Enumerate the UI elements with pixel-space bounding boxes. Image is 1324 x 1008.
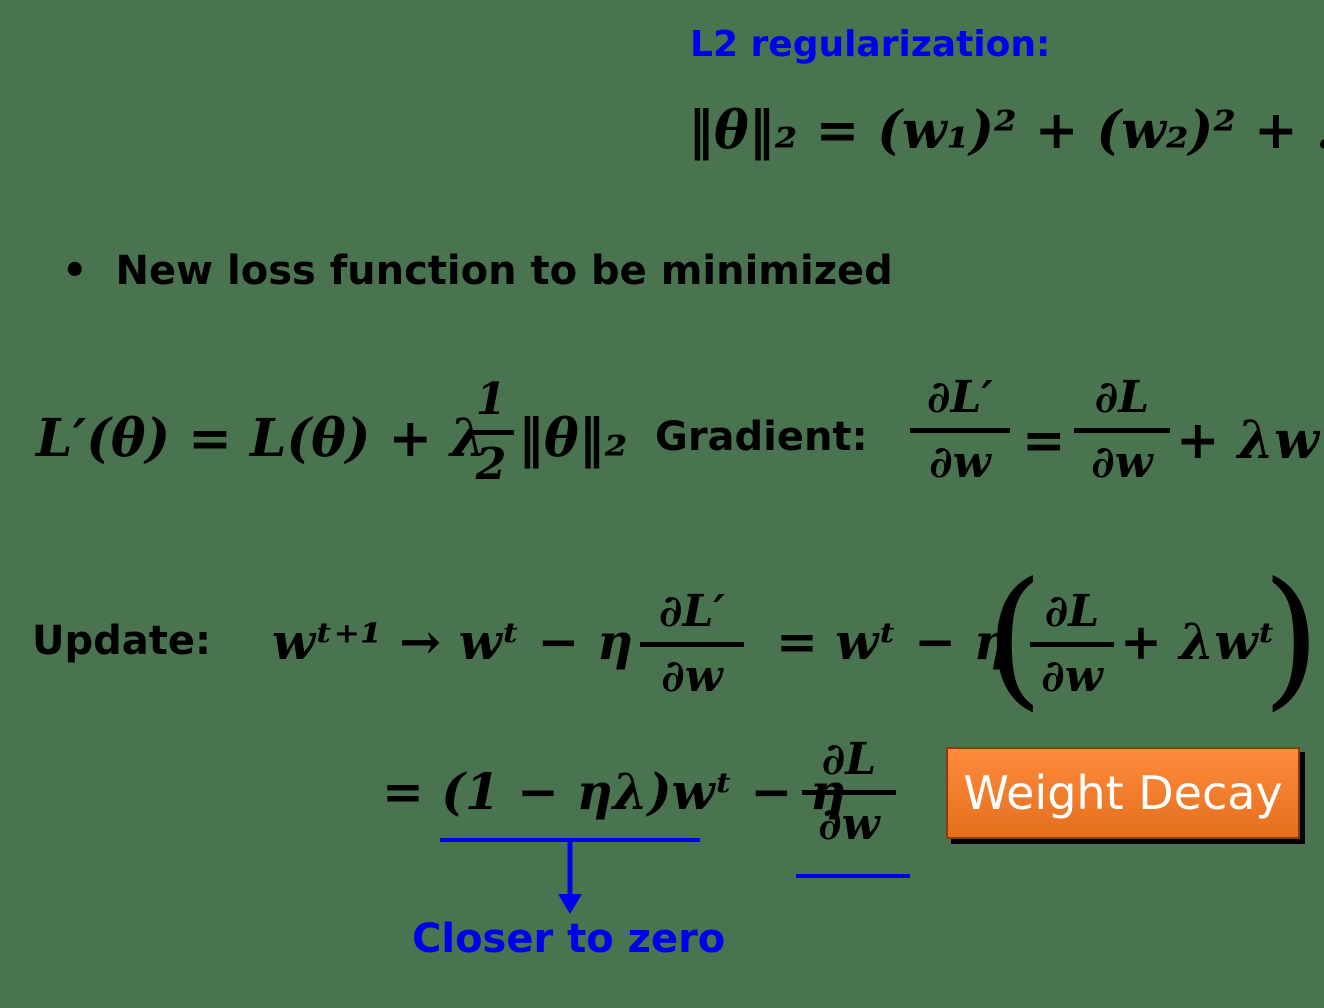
fraction-bar xyxy=(910,428,1010,433)
half-denominator: 2 xyxy=(475,439,507,490)
update-label: Update: xyxy=(32,618,211,664)
new-loss-lhs: L′(θ) = L(θ) + λ xyxy=(36,408,487,469)
inner-tail: + λwᵗ xyxy=(1120,612,1276,671)
gradient-rhs-fraction: ∂L ∂w xyxy=(1074,372,1170,489)
arrow-down-icon xyxy=(558,842,582,914)
half-numerator: 1 xyxy=(475,374,507,425)
closer-to-zero-annotation: Closer to zero xyxy=(412,916,726,962)
second-line-fraction: ∂L ∂w xyxy=(802,734,896,851)
decay-factor-underline xyxy=(440,838,700,842)
inner-fraction: ∂L ∂w xyxy=(1030,586,1114,703)
weight-decay-expression: = (1 − ηλ)wᵗ − η xyxy=(382,762,847,821)
update-lhs: wᵗ⁺¹ → wᵗ − η xyxy=(272,612,634,671)
fraction-bar xyxy=(468,430,514,435)
gradient-lhs-denominator: ∂w xyxy=(929,437,991,488)
l2-norm-formula: ‖θ‖₂ = (w₁)² + (w₂)² + ... xyxy=(688,100,1324,161)
update-fraction: ∂L′ ∂w xyxy=(640,586,744,703)
gradient-label: Gradient: xyxy=(655,414,868,460)
bullet-marker: • xyxy=(62,248,88,294)
close-paren: ) xyxy=(1262,551,1321,725)
gradient-equals: = xyxy=(1022,410,1066,471)
half-fraction: 1 2 xyxy=(468,374,514,491)
inner-numerator: ∂L xyxy=(1044,586,1100,637)
fraction-bar xyxy=(802,790,896,795)
second-line-denominator: ∂w xyxy=(818,799,880,850)
gradient-term-underline xyxy=(796,874,910,878)
update-denominator: ∂w xyxy=(661,651,723,702)
gradient-rhs-denominator: ∂w xyxy=(1091,437,1153,488)
second-line-numerator: ∂L xyxy=(821,734,877,785)
update-mid: = wᵗ − η xyxy=(776,612,1010,671)
gradient-lhs-fraction: ∂L′ ∂w xyxy=(910,372,1010,489)
weight-decay-badge: Weight Decay xyxy=(946,747,1300,839)
inner-denominator: ∂w xyxy=(1041,651,1103,702)
open-paren: ( xyxy=(985,551,1044,725)
fraction-bar xyxy=(1030,642,1114,647)
theta-norm: ‖θ‖₂ xyxy=(518,408,628,469)
gradient-lhs-numerator: ∂L′ xyxy=(926,372,994,423)
bullet-item: • New loss function to be minimized xyxy=(62,248,893,294)
fraction-bar xyxy=(640,642,744,647)
update-numerator: ∂L′ xyxy=(658,586,726,637)
bullet-text: New loss function to be minimized xyxy=(115,248,893,294)
l2-regularization-title: L2 regularization: xyxy=(690,24,1051,65)
gradient-rhs-numerator: ∂L xyxy=(1094,372,1150,423)
fraction-bar xyxy=(1074,428,1170,433)
gradient-tail: + λw xyxy=(1176,410,1319,471)
